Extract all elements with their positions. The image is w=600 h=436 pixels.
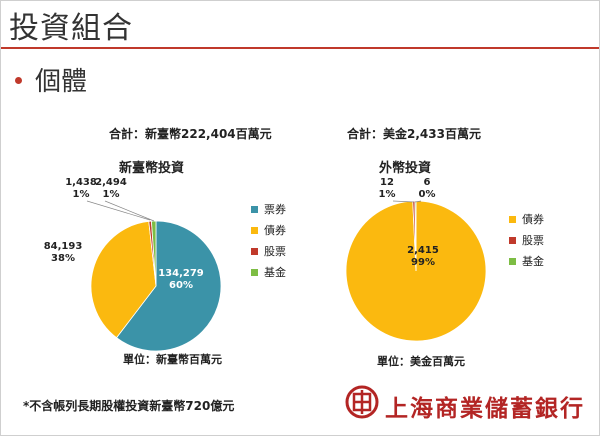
twd-investment-pie: 134,27960%84,19338%1,4381%2,4941%票券債券股票基… <box>44 177 286 352</box>
legend-label: 股票 <box>522 234 544 247</box>
data-label-value: 2,415 <box>407 245 439 256</box>
bank-brand: 上海商業儲蓄銀行 <box>345 383 591 425</box>
right-chart-title: 外幣投資 <box>379 161 432 176</box>
legend-swatch <box>509 258 516 265</box>
data-label-value: 84,193 <box>44 241 83 252</box>
data-label-value: 134,279 <box>158 268 204 279</box>
pie-slice-1 <box>116 220 222 352</box>
data-label-percent: 99% <box>411 257 435 268</box>
legend-label: 票券 <box>264 202 286 216</box>
legend-swatch <box>251 269 258 276</box>
legend-swatch <box>509 216 516 223</box>
pie-slice-2 <box>90 220 157 339</box>
pie-slice-3 <box>414 200 417 272</box>
right-unit: 單位：美金百萬元 <box>377 355 465 368</box>
legend-label: 基金 <box>264 265 286 279</box>
bank-logo-icon <box>345 385 379 419</box>
data-label-percent: 1% <box>103 189 120 200</box>
data-label-value: 2,494 <box>95 177 127 188</box>
data-label-percent: 60% <box>169 280 193 291</box>
leader-line <box>392 200 415 203</box>
legend-label: 股票 <box>264 245 286 258</box>
legend-label: 基金 <box>522 254 544 268</box>
legend-swatch <box>251 248 258 255</box>
data-label-value: 12 <box>380 177 394 188</box>
page-title: 投資組合 <box>9 11 133 46</box>
right-total: 合計：美金2,433百萬元 <box>347 127 481 141</box>
data-label-percent: 1% <box>379 189 396 200</box>
data-label-value: 1,438 <box>65 177 97 188</box>
bank-name: 上海商業儲蓄銀行 <box>385 395 585 422</box>
left-unit: 單位：新臺幣百萬元 <box>123 353 222 366</box>
data-label-percent: 38% <box>51 253 75 264</box>
section-heading: 個體 <box>35 67 88 97</box>
legend-swatch <box>509 237 516 244</box>
data-label-percent: 1% <box>73 189 90 200</box>
bullet-dot <box>15 77 22 84</box>
leader-line <box>104 200 155 222</box>
left-chart-title: 新臺幣投資 <box>119 161 185 176</box>
title-divider <box>1 47 599 49</box>
data-label-percent: 0% <box>419 189 436 200</box>
leader-line <box>414 200 422 203</box>
left-total: 合計：新臺幣222,404百萬元 <box>109 127 272 141</box>
leader-line <box>86 200 151 221</box>
legend-label: 債券 <box>522 212 544 226</box>
footnote: *不含帳列長期股權投資新臺幣720億元 <box>23 399 235 413</box>
legend-swatch <box>251 227 258 234</box>
legend-swatch <box>251 206 258 213</box>
legend-label: 債券 <box>264 223 286 237</box>
data-label-value: 6 <box>424 177 431 188</box>
